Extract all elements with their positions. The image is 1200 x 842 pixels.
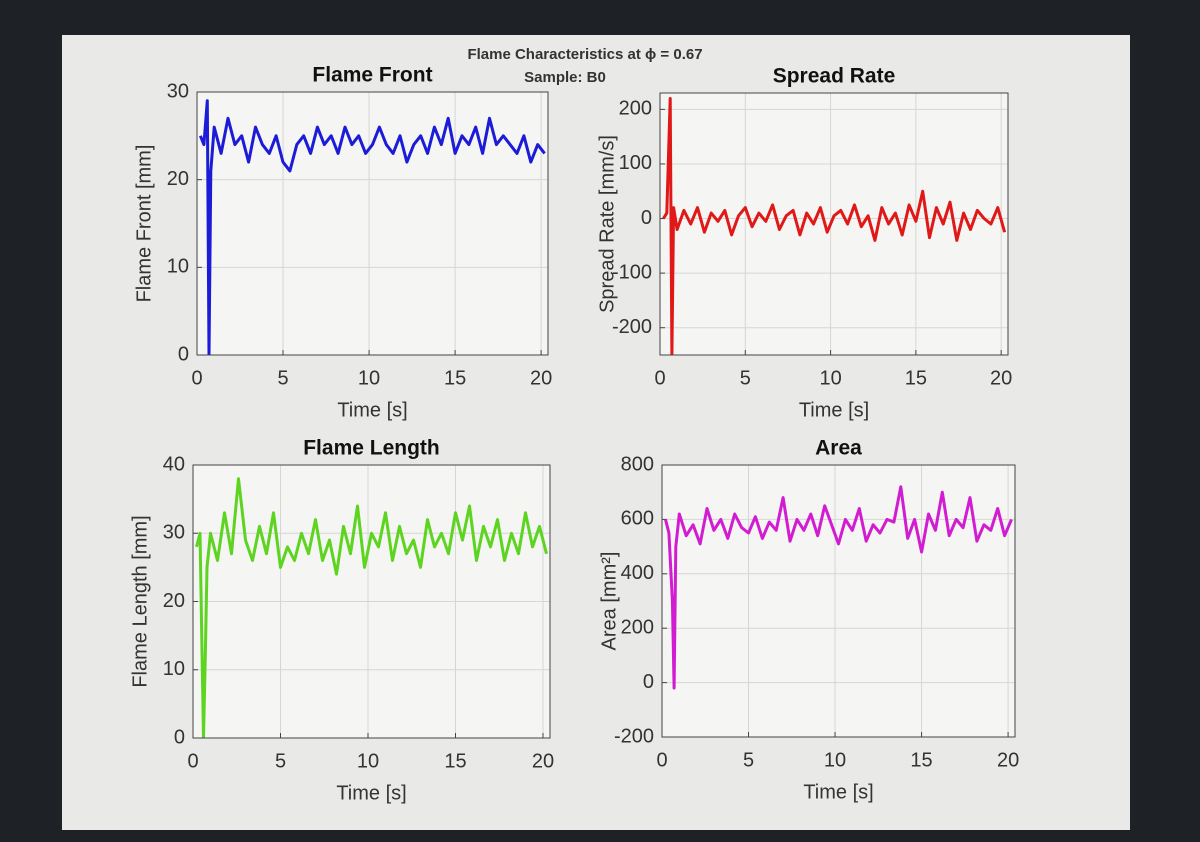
x-tick-label: 15 xyxy=(905,367,927,389)
y-tick-label: 20 xyxy=(163,590,185,612)
y-tick-label: 400 xyxy=(621,562,654,584)
axes-title: Flame Length xyxy=(303,437,440,460)
axes-background xyxy=(660,93,1008,355)
plot-area xyxy=(664,485,1013,690)
x-tick-label: 20 xyxy=(530,367,552,389)
axes-background xyxy=(197,92,548,355)
axes-title: Spread Rate xyxy=(773,65,896,88)
y-tick-label: 40 xyxy=(163,453,185,475)
y-tick-label: 600 xyxy=(621,508,654,530)
y-tick-label: -200 xyxy=(614,725,654,747)
x-tick-label: 10 xyxy=(819,367,841,389)
y-tick-label: -200 xyxy=(612,316,652,338)
y-axis-label: Spread Rate [mm/s] xyxy=(596,135,618,313)
plot-area xyxy=(662,97,1007,355)
x-tick-label: 15 xyxy=(444,367,466,389)
x-axis-label: Time [s] xyxy=(337,399,407,421)
figure-subtitle: Sample: B0 xyxy=(524,69,606,86)
x-axis-label: Time [s] xyxy=(803,781,873,803)
x-tick-label: 15 xyxy=(444,750,466,772)
y-tick-label: 0 xyxy=(641,207,652,229)
y-tick-label: -100 xyxy=(612,261,652,283)
x-tick-label: 0 xyxy=(187,750,198,772)
axes-background xyxy=(662,465,1015,737)
y-tick-label: 800 xyxy=(621,453,654,475)
y-tick-label: 100 xyxy=(619,152,652,174)
axes-title: Flame Front xyxy=(312,64,432,87)
plot-area xyxy=(195,477,548,738)
x-tick-label: 5 xyxy=(740,367,751,389)
figure-title: Flame Characteristics at ϕ = 0.67 xyxy=(467,46,702,63)
y-tick-label: 10 xyxy=(167,256,189,278)
x-tick-label: 5 xyxy=(743,749,754,771)
x-tick-label: 20 xyxy=(532,750,554,772)
x-tick-label: 10 xyxy=(358,367,380,389)
x-tick-label: 0 xyxy=(656,749,667,771)
x-tick-label: 10 xyxy=(824,749,846,771)
x-tick-label: 0 xyxy=(654,367,665,389)
x-tick-label: 5 xyxy=(275,750,286,772)
x-axis-label: Time [s] xyxy=(336,782,406,804)
data-line xyxy=(662,97,1007,355)
axes-title: Area xyxy=(815,437,862,460)
data-line xyxy=(195,477,548,738)
data-line xyxy=(664,485,1013,690)
x-axis-label: Time [s] xyxy=(799,399,869,421)
y-tick-label: 0 xyxy=(174,726,185,748)
plot-area xyxy=(199,99,546,355)
y-tick-label: 0 xyxy=(178,343,189,365)
x-tick-label: 0 xyxy=(191,367,202,389)
x-tick-label: 10 xyxy=(357,750,379,772)
x-tick-label: 5 xyxy=(277,367,288,389)
axes-frame xyxy=(192,464,551,739)
axes-frame xyxy=(196,91,549,356)
y-axis-label: Flame Length [mm] xyxy=(129,515,151,687)
axes-frame xyxy=(661,464,1016,738)
y-tick-label: 30 xyxy=(167,80,189,102)
y-tick-label: 20 xyxy=(167,168,189,190)
x-tick-label: 15 xyxy=(910,749,932,771)
y-tick-label: 30 xyxy=(163,522,185,544)
y-tick-label: 200 xyxy=(621,616,654,638)
x-tick-label: 20 xyxy=(990,367,1012,389)
axes-frame xyxy=(659,92,1009,356)
data-line xyxy=(199,99,546,355)
x-tick-label: 20 xyxy=(997,749,1019,771)
y-tick-label: 10 xyxy=(163,658,185,680)
y-axis-label: Flame Front [mm] xyxy=(133,145,155,303)
y-axis-label: Area [mm²] xyxy=(598,552,620,651)
y-tick-label: 200 xyxy=(619,98,652,120)
y-tick-label: 0 xyxy=(643,671,654,693)
